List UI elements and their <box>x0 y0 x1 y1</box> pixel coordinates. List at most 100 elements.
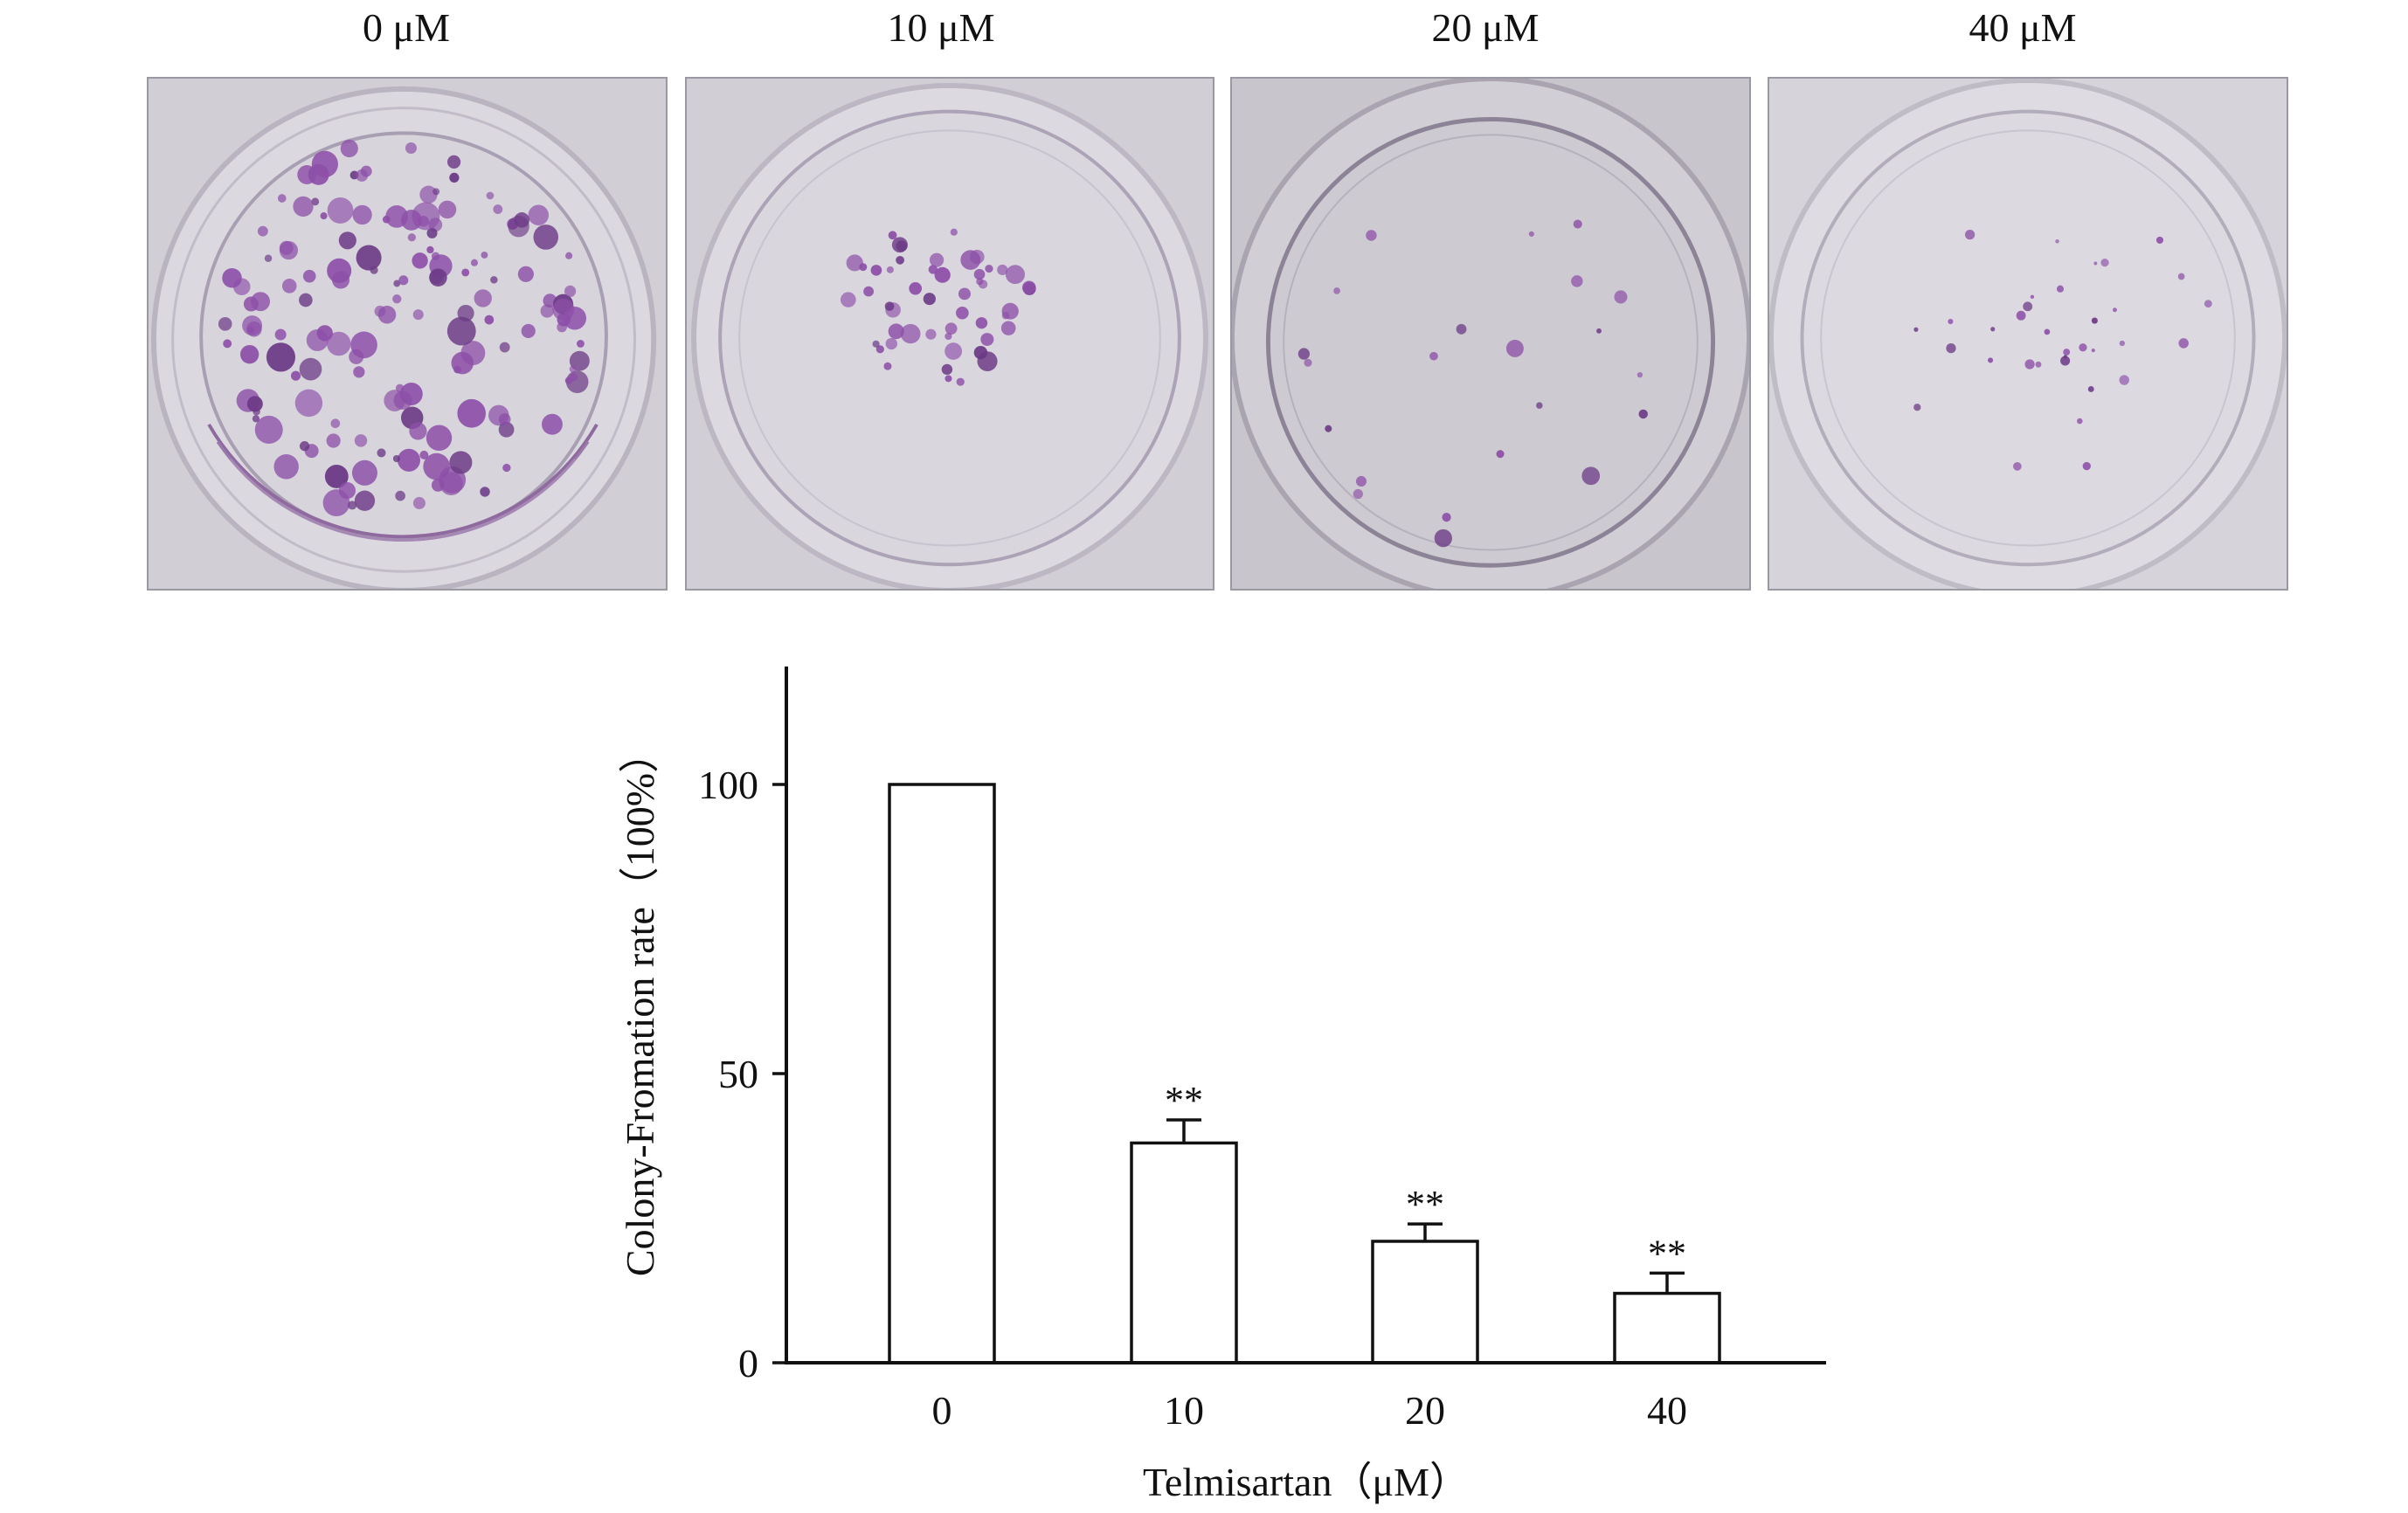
plate-image-10um <box>685 77 1214 591</box>
colony-dot <box>563 307 587 330</box>
colony-dot <box>352 204 372 225</box>
colony-dot <box>274 328 287 341</box>
colony-dot <box>395 490 405 501</box>
colony-dot <box>239 344 259 364</box>
colony-dot <box>909 282 922 295</box>
significance-label-40: ** <box>1648 1232 1686 1275</box>
x-tick-label-0: 0 <box>932 1388 952 1433</box>
colony-dot <box>2100 258 2109 267</box>
colony-dot <box>432 188 440 196</box>
colony-dot <box>945 332 952 341</box>
colony-dot <box>997 264 1008 275</box>
colony-dot <box>980 333 994 346</box>
colony-dot <box>875 345 884 354</box>
colony-dot <box>2087 385 2094 392</box>
colony-dot <box>1333 287 1340 294</box>
colony-dot <box>426 227 438 238</box>
colony-dot <box>1353 488 1363 500</box>
colony-dot <box>354 434 368 447</box>
colony-dot <box>1355 475 1367 487</box>
colony-dots <box>1913 230 2212 471</box>
colony-dot <box>2023 301 2033 312</box>
colony-dot <box>449 172 460 183</box>
colony-dot <box>324 464 349 488</box>
colony-dot <box>299 357 322 381</box>
colony-dot <box>2178 338 2189 349</box>
colony-dot <box>384 390 406 411</box>
colony-dot <box>2119 340 2125 347</box>
colony-dot <box>2119 375 2129 385</box>
colony-dot <box>2055 239 2059 244</box>
colony-dot <box>1001 302 1019 320</box>
colony-dot <box>302 269 316 283</box>
colony-dot <box>439 472 463 495</box>
colony-dot <box>896 240 908 252</box>
bar-10 <box>1130 1141 1238 1364</box>
colony-dot <box>412 252 428 269</box>
colony-dot <box>1000 321 1016 335</box>
colony-dot <box>264 254 273 263</box>
colony-dot <box>863 286 875 297</box>
colony-dot <box>900 323 921 344</box>
colony-dot <box>1536 402 1543 409</box>
colony-dot <box>565 252 573 259</box>
bar-20 <box>1371 1240 1479 1364</box>
colony-dot <box>885 337 898 350</box>
colony-dot <box>1948 318 1954 325</box>
colony-dot <box>1988 357 1994 363</box>
colony-dot <box>419 185 438 204</box>
colony-dot <box>975 317 988 329</box>
colony-dot <box>2016 310 2026 321</box>
colony-dot <box>294 389 323 418</box>
colony-dot <box>896 256 905 265</box>
colony-dot <box>1496 450 1505 459</box>
colony-dot <box>2112 307 2117 313</box>
colony-dot <box>481 251 488 259</box>
colony-dot <box>941 363 953 376</box>
colony-dot <box>393 280 401 287</box>
colony-dots <box>840 228 1036 386</box>
colony-dot <box>418 215 429 227</box>
colony-dot <box>945 322 958 335</box>
colony-dot <box>392 294 402 304</box>
colony-dot <box>382 215 391 224</box>
colony-dot <box>1304 358 1312 367</box>
colony-dot <box>2063 349 2071 356</box>
colony-dot <box>2177 273 2185 280</box>
colony-dot <box>557 321 567 333</box>
colony-dot <box>923 293 936 306</box>
colony-dot <box>2035 361 2042 368</box>
colony-dot <box>1297 348 1310 360</box>
colony-dot <box>243 296 259 312</box>
colony-dot <box>956 377 965 386</box>
panel-label-20um: 20 μM <box>1431 5 1540 50</box>
colony-dot <box>353 366 365 378</box>
colony-dot <box>1638 409 1648 419</box>
colony-dot <box>446 316 476 346</box>
colony-dot <box>533 225 559 250</box>
colony-dot <box>423 453 450 480</box>
colony-dot <box>569 373 578 382</box>
error-bars-group <box>1166 1118 1685 1294</box>
colony-dot <box>407 233 416 242</box>
colony-dot <box>888 323 904 340</box>
colony-dot <box>985 265 993 273</box>
colony-dot <box>528 204 550 226</box>
colony-dot <box>412 496 426 509</box>
colony-dot <box>950 228 958 236</box>
colony-dot <box>351 459 377 486</box>
colony-dot <box>973 268 986 280</box>
colony-dot <box>521 323 536 339</box>
y-ticks-group: 0 50 100 <box>698 763 786 1385</box>
x-tick-label-20: 20 <box>1405 1388 1445 1433</box>
colony-dot <box>327 258 352 283</box>
colony-dot <box>451 351 474 375</box>
colony-dot <box>405 142 417 155</box>
x-ticks-group: 0 10 20 40 <box>932 1388 1688 1433</box>
colony-dot <box>2082 461 2091 471</box>
colony-dot <box>438 200 457 219</box>
significance-label-10: ** <box>1165 1079 1203 1122</box>
colony-dot <box>2155 236 2164 244</box>
colony-dot <box>338 481 356 500</box>
